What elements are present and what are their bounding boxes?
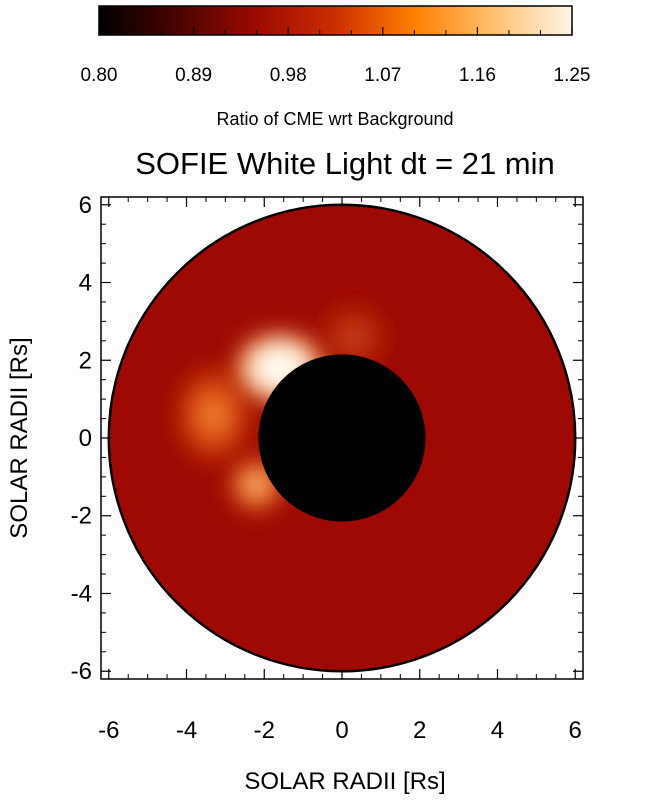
plot-area: -6 -4 -2 0 2 4 6 -6 -4 -2 0 2 4 6 bbox=[71, 192, 584, 744]
x-axis-tick-labels: -6 -4 -2 0 2 4 6 bbox=[98, 717, 582, 744]
colorbar-tick-label: 1.16 bbox=[459, 65, 496, 86]
y-axis-tick-labels: -6 -4 -2 0 2 4 6 bbox=[71, 192, 92, 685]
colorbar-tick-label: 0.80 bbox=[81, 65, 118, 86]
y-tick-label: -2 bbox=[71, 503, 92, 530]
colorbar-tick-label: 0.98 bbox=[270, 65, 307, 86]
coronagraph-image bbox=[107, 203, 577, 673]
axis-ticks bbox=[101, 197, 583, 679]
x-tick-label: -2 bbox=[254, 717, 275, 744]
colorbar-tick-label: 1.07 bbox=[364, 65, 401, 86]
y-tick-label: -6 bbox=[71, 658, 92, 685]
x-tick-label: 2 bbox=[413, 717, 426, 744]
x-axis-label: SOLAR RADII [Rs] bbox=[244, 768, 445, 795]
plot-title: SOFIE White Light dt = 21 min bbox=[135, 146, 555, 181]
y-tick-label: 6 bbox=[79, 192, 92, 219]
x-tick-label: -6 bbox=[98, 717, 119, 744]
colorbar-tick-labels: 0.80 0.89 0.98 1.07 1.16 1.25 bbox=[81, 65, 591, 86]
y-tick-label: 2 bbox=[79, 347, 92, 374]
colorbar-label: Ratio of CME wrt Background bbox=[216, 109, 453, 129]
x-tick-label: -4 bbox=[176, 717, 197, 744]
y-tick-label: -4 bbox=[71, 580, 92, 607]
y-tick-label: 0 bbox=[79, 425, 92, 452]
colorbar-tick-label: 0.89 bbox=[175, 65, 212, 86]
x-tick-label: 6 bbox=[569, 717, 582, 744]
colorbar-tick-label: 1.25 bbox=[554, 65, 591, 86]
occulter-disk bbox=[258, 354, 426, 522]
y-tick-label: 4 bbox=[79, 270, 92, 297]
colorbar-minor-ticks bbox=[98, 27, 573, 35]
y-axis-label: SOLAR RADII [Rs] bbox=[6, 337, 33, 538]
colorbar: 0.80 0.89 0.98 1.07 1.16 1.25 Ratio of CME wr… bbox=[81, 5, 591, 129]
x-tick-label: 0 bbox=[335, 717, 348, 744]
x-tick-label: 4 bbox=[491, 717, 504, 744]
colorbar-gradient bbox=[98, 5, 573, 36]
